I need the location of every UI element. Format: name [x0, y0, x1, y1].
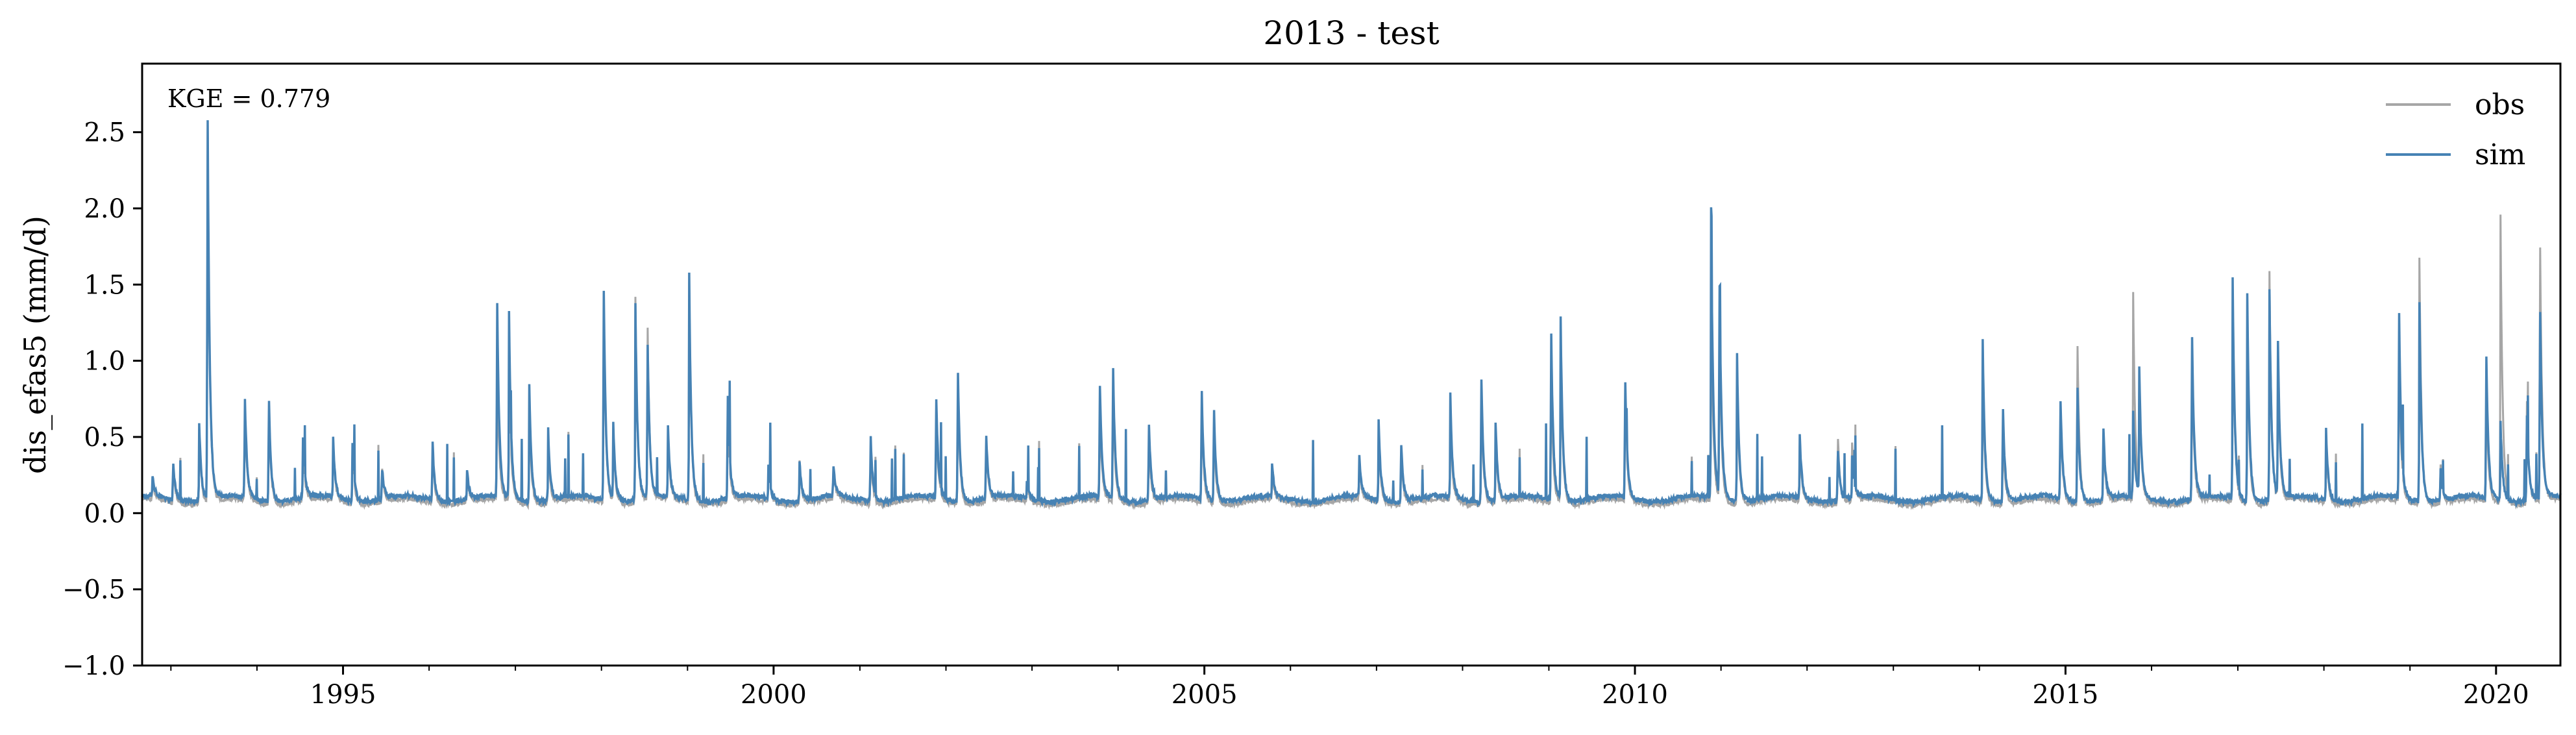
x-tick-label: 2005 — [1171, 680, 1238, 710]
x-tick-label: 2015 — [2033, 680, 2099, 710]
y-tick-label: 1.0 — [84, 347, 125, 377]
y-axis-label: dis_efas5 (mm/d) — [18, 216, 53, 474]
y-tick-label: −1.0 — [62, 651, 125, 681]
y-axis: −1.0 −0.5 0.0 0.5 1.0 1.5 2.0 2.5 — [62, 118, 142, 681]
y-tick-label: 2.0 — [84, 194, 125, 224]
y-tick-label: 0.5 — [84, 423, 125, 453]
series-obs-line — [141, 125, 2562, 510]
series-layer — [141, 120, 2562, 510]
series-sim-line — [141, 120, 2562, 508]
y-tick-label: 1.5 — [84, 270, 125, 300]
legend-label-obs: obs — [2475, 88, 2525, 121]
x-tick-label: 1995 — [310, 680, 376, 710]
x-axis: 1995 2000 2005 2010 2015 2020 — [170, 666, 2529, 710]
y-tick-label: 2.5 — [84, 118, 125, 148]
chart-title: 2013 - test — [1263, 14, 1439, 52]
legend: obs sim — [2386, 88, 2525, 171]
x-tick-label: 2010 — [1602, 680, 1668, 710]
y-tick-label: 0.0 — [84, 499, 125, 529]
x-tick-label: 2000 — [741, 680, 807, 710]
plot-frame — [141, 62, 2562, 667]
kge-annotation: KGE = 0.779 — [167, 84, 330, 113]
y-tick-label: −0.5 — [62, 575, 125, 605]
legend-label-sim: sim — [2475, 138, 2525, 171]
plot-area: −1.0 −0.5 0.0 0.5 1.0 1.5 2.0 2.5 1995 2000 2005 2… — [62, 62, 2562, 710]
x-tick-label: 2020 — [2463, 680, 2529, 710]
